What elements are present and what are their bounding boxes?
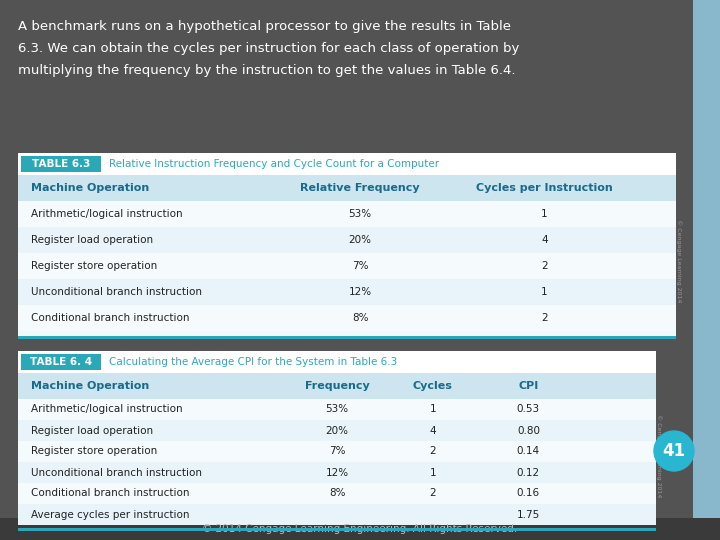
Text: 53%: 53%: [325, 404, 348, 415]
Text: CPI: CPI: [518, 381, 539, 391]
Text: 2: 2: [541, 313, 548, 323]
Text: TABLE 6. 4: TABLE 6. 4: [30, 357, 92, 367]
Text: 8%: 8%: [352, 313, 369, 323]
Text: Register store operation: Register store operation: [31, 261, 158, 271]
Bar: [18, 153, 676, 175]
Bar: [18, 153, 676, 339]
Bar: [18, 253, 676, 279]
Text: 4: 4: [429, 426, 436, 435]
Bar: [18, 462, 656, 483]
Text: Relative Instruction Frequency and Cycle Count for a Computer: Relative Instruction Frequency and Cycle…: [109, 159, 439, 169]
Text: multiplying the frequency by the instruction to get the values in Table 6.4.: multiplying the frequency by the instruc…: [18, 64, 516, 77]
Text: Cycles per Instruction: Cycles per Instruction: [476, 183, 613, 193]
Text: Frequency: Frequency: [305, 381, 369, 391]
Text: Machine Operation: Machine Operation: [31, 381, 149, 391]
Text: © 2014 Cengage Learning Engineering. All Rights Reserved.: © 2014 Cengage Learning Engineering. All…: [202, 524, 518, 534]
Text: 41: 41: [662, 442, 685, 460]
Text: 1: 1: [429, 404, 436, 415]
Text: Register load operation: Register load operation: [31, 235, 153, 245]
Text: 1: 1: [429, 468, 436, 477]
Text: 0.16: 0.16: [517, 489, 540, 498]
Text: Register store operation: Register store operation: [31, 447, 157, 456]
Text: 1: 1: [541, 209, 548, 219]
Bar: [18, 227, 676, 253]
Text: 12%: 12%: [325, 468, 348, 477]
Bar: [18, 175, 676, 201]
Text: Arithmetic/logical instruction: Arithmetic/logical instruction: [31, 404, 182, 415]
Text: Register load operation: Register load operation: [31, 426, 153, 435]
Text: 2: 2: [429, 489, 436, 498]
Text: 20%: 20%: [348, 235, 372, 245]
Bar: [18, 504, 656, 525]
Text: Machine Operation: Machine Operation: [31, 183, 150, 193]
Bar: [18, 201, 676, 227]
Text: © Cengage Learning 2014: © Cengage Learning 2014: [656, 414, 662, 498]
Text: Unconditional branch instruction: Unconditional branch instruction: [31, 468, 202, 477]
Text: Unconditional branch instruction: Unconditional branch instruction: [31, 287, 202, 297]
Text: Conditional branch instruction: Conditional branch instruction: [31, 489, 189, 498]
Text: 53%: 53%: [348, 209, 372, 219]
Bar: [21, 156, 101, 172]
Bar: [0, 0, 693, 148]
Text: 7%: 7%: [329, 447, 346, 456]
Text: 20%: 20%: [325, 426, 348, 435]
Text: Calculating the Average CPI for the System in Table 6.3: Calculating the Average CPI for the Syst…: [109, 357, 397, 367]
Bar: [18, 279, 676, 305]
Bar: [18, 336, 676, 339]
Text: 2: 2: [429, 447, 436, 456]
Text: Arithmetic/logical instruction: Arithmetic/logical instruction: [31, 209, 183, 219]
Text: 0.14: 0.14: [517, 447, 540, 456]
Bar: [18, 351, 656, 373]
Text: 1.75: 1.75: [517, 510, 540, 519]
Text: 1: 1: [541, 287, 548, 297]
Text: 8%: 8%: [329, 489, 346, 498]
Bar: [18, 528, 656, 531]
Bar: [18, 420, 656, 441]
Bar: [18, 373, 656, 399]
Text: A benchmark runs on a hypothetical processor to give the results in Table: A benchmark runs on a hypothetical proce…: [18, 20, 511, 33]
Text: © Cengage Learning 2014: © Cengage Learning 2014: [676, 219, 682, 303]
Bar: [18, 399, 656, 420]
Bar: [18, 305, 676, 331]
Text: Cycles: Cycles: [413, 381, 453, 391]
Text: 0.12: 0.12: [517, 468, 540, 477]
Bar: [21, 354, 101, 370]
Bar: [0, 518, 720, 540]
Text: 0.53: 0.53: [517, 404, 540, 415]
Text: Conditional branch instruction: Conditional branch instruction: [31, 313, 189, 323]
Circle shape: [654, 431, 694, 471]
Text: 7%: 7%: [352, 261, 369, 271]
Text: 0.80: 0.80: [517, 426, 540, 435]
Text: TABLE 6.3: TABLE 6.3: [32, 159, 90, 169]
Bar: [693, 0, 720, 540]
Text: Average cycles per instruction: Average cycles per instruction: [31, 510, 189, 519]
Bar: [18, 441, 656, 462]
Bar: [18, 351, 656, 531]
Bar: [18, 483, 656, 504]
Text: 2: 2: [541, 261, 548, 271]
Text: 12%: 12%: [348, 287, 372, 297]
Text: Relative Frequency: Relative Frequency: [300, 183, 420, 193]
Text: 6.3. We can obtain the cycles per instruction for each class of operation by: 6.3. We can obtain the cycles per instru…: [18, 42, 519, 55]
Text: 4: 4: [541, 235, 548, 245]
